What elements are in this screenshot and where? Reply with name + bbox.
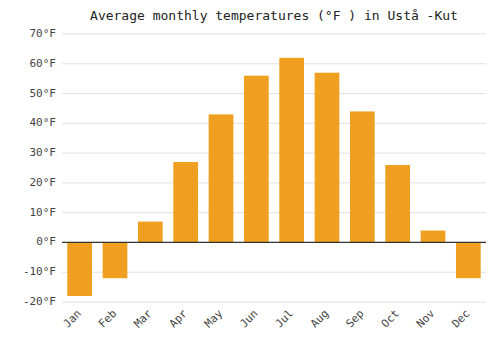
bar <box>103 242 128 278</box>
y-tick-label: 30°F <box>30 146 57 159</box>
bar <box>138 222 163 243</box>
y-tick-label: 50°F <box>30 87 57 100</box>
y-tick-label: -20°F <box>23 295 56 308</box>
bar <box>421 231 446 243</box>
x-tick-label: Feb <box>96 307 119 330</box>
y-tick-label: 0°F <box>36 235 56 248</box>
bar <box>67 242 92 296</box>
x-tick-label: Aug <box>308 307 331 330</box>
zero-line <box>62 242 486 243</box>
bar <box>244 76 269 243</box>
y-tick-label: 70°F <box>30 27 57 40</box>
bar <box>315 73 340 243</box>
x-tick-label: Dec <box>449 307 472 330</box>
grid <box>62 34 486 302</box>
y-tick-label: 60°F <box>30 57 57 70</box>
bar <box>173 162 198 242</box>
y-tick-label: -10°F <box>23 265 56 278</box>
y-tick-label: 40°F <box>30 116 57 129</box>
x-tick-label: Nov <box>414 307 438 331</box>
x-tick-label: Mar <box>131 307 155 331</box>
x-axis: Jan Feb Mar Apr May Jun Jul Aug Sep Oct Nov Dec <box>61 307 473 331</box>
y-tick-label: 10°F <box>30 206 57 219</box>
chart-container: Average monthly temperatures (°F ) in Us… <box>0 0 500 350</box>
page: {"chart_data": {"type": "bar", "title": … <box>0 0 500 350</box>
grid-line <box>62 302 486 303</box>
chart: Average monthly temperatures (°F ) in Us… <box>0 0 500 350</box>
grid-line <box>62 242 486 243</box>
y-tick-label: 20°F <box>30 176 57 189</box>
grid-line <box>62 34 486 35</box>
title: Average monthly temperatures (°F ) in Us… <box>90 8 458 23</box>
x-tick-label: Oct <box>379 307 402 330</box>
bar <box>209 114 234 242</box>
x-tick-label: Jul <box>273 307 296 330</box>
grid-line <box>62 63 486 64</box>
grid-line <box>62 182 486 183</box>
bars <box>67 58 480 296</box>
x-tick-label: Jan <box>61 307 84 330</box>
bar <box>350 111 375 242</box>
grid-line <box>62 212 486 213</box>
bar <box>456 242 481 278</box>
bar <box>385 165 410 242</box>
bar <box>279 58 304 243</box>
grid-line <box>62 93 486 94</box>
x-tick-label: May <box>202 307 226 331</box>
x-tick-label: Apr <box>167 307 191 331</box>
x-tick-label: Jun <box>237 307 260 330</box>
x-tick-label: Sep <box>343 307 366 330</box>
grid-line <box>62 123 486 124</box>
grid-line <box>62 153 486 154</box>
y-axis: -20°F -10°F 0°F 10°F 20°F 30°F 40°F 50°F 60°F 70°… <box>23 27 56 308</box>
